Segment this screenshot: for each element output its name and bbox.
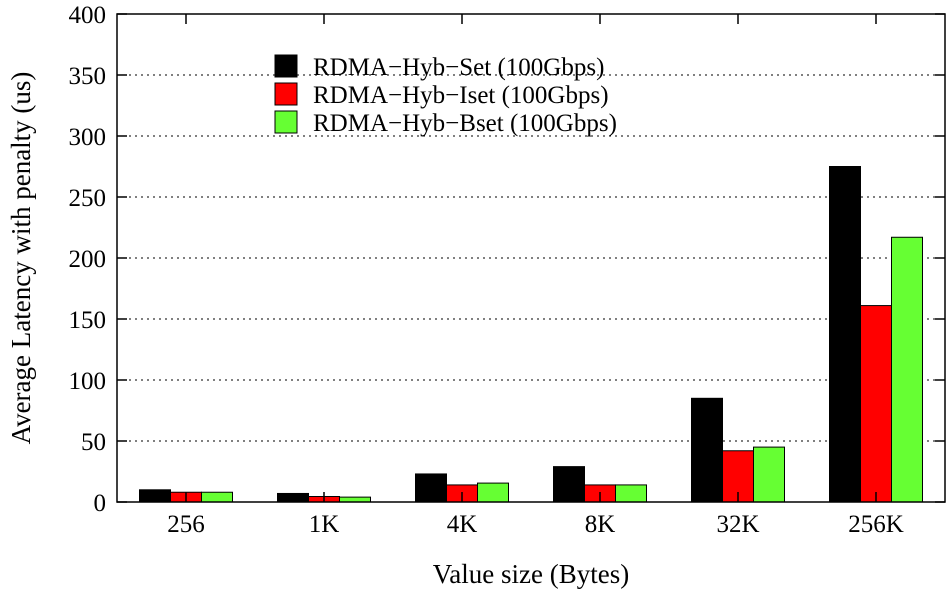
x-tick-label: 8K xyxy=(585,511,616,538)
x-tick-label: 1K xyxy=(309,511,340,538)
legend: RDMA−Hyb−Set (100Gbps)RDMA−Hyb−Iset (100… xyxy=(274,54,617,137)
bar xyxy=(860,305,892,503)
legend-swatch xyxy=(274,82,298,106)
bar xyxy=(753,446,785,503)
y-tick-label: 350 xyxy=(69,63,107,90)
y-tick-label: 400 xyxy=(69,2,107,29)
legend-label: RDMA−Hyb−Set (100Gbps) xyxy=(313,54,604,81)
x-tick-label: 256K xyxy=(848,511,904,538)
bar xyxy=(201,491,233,503)
bar xyxy=(277,492,309,503)
bar xyxy=(691,397,723,503)
legend-swatch xyxy=(274,54,298,78)
bar xyxy=(553,466,585,503)
legend-label: RDMA−Hyb−Iset (100Gbps) xyxy=(313,82,609,109)
y-tick-label: 0 xyxy=(94,490,107,517)
bars xyxy=(139,166,923,503)
y-tick-label: 150 xyxy=(69,307,107,334)
y-axis-title: Average Latency with penalty (us) xyxy=(6,72,36,445)
y-tick-label: 200 xyxy=(69,246,107,273)
bar xyxy=(615,484,647,503)
x-axis-title: Value size (Bytes) xyxy=(433,559,629,589)
axis-ticks: 0 50 100 150 200 250 300 350 400 256 1K 4K 8K 32K 256K xyxy=(69,2,945,538)
y-tick-label: 100 xyxy=(69,368,107,395)
y-tick-label: 300 xyxy=(69,124,107,151)
grid-lines xyxy=(117,74,945,442)
bar xyxy=(415,473,447,503)
y-tick-label: 50 xyxy=(81,429,106,456)
legend-swatch xyxy=(274,110,298,134)
x-tick-label: 4K xyxy=(447,511,478,538)
legend-label: RDMA−Hyb−Bset (100Gbps) xyxy=(313,110,617,137)
bar xyxy=(477,482,509,503)
bar xyxy=(891,236,923,503)
y-tick-label: 250 xyxy=(69,185,107,212)
x-tick-label: 256 xyxy=(167,511,205,538)
x-tick-label: 32K xyxy=(716,511,759,538)
bar xyxy=(139,489,171,503)
bar xyxy=(829,166,861,503)
